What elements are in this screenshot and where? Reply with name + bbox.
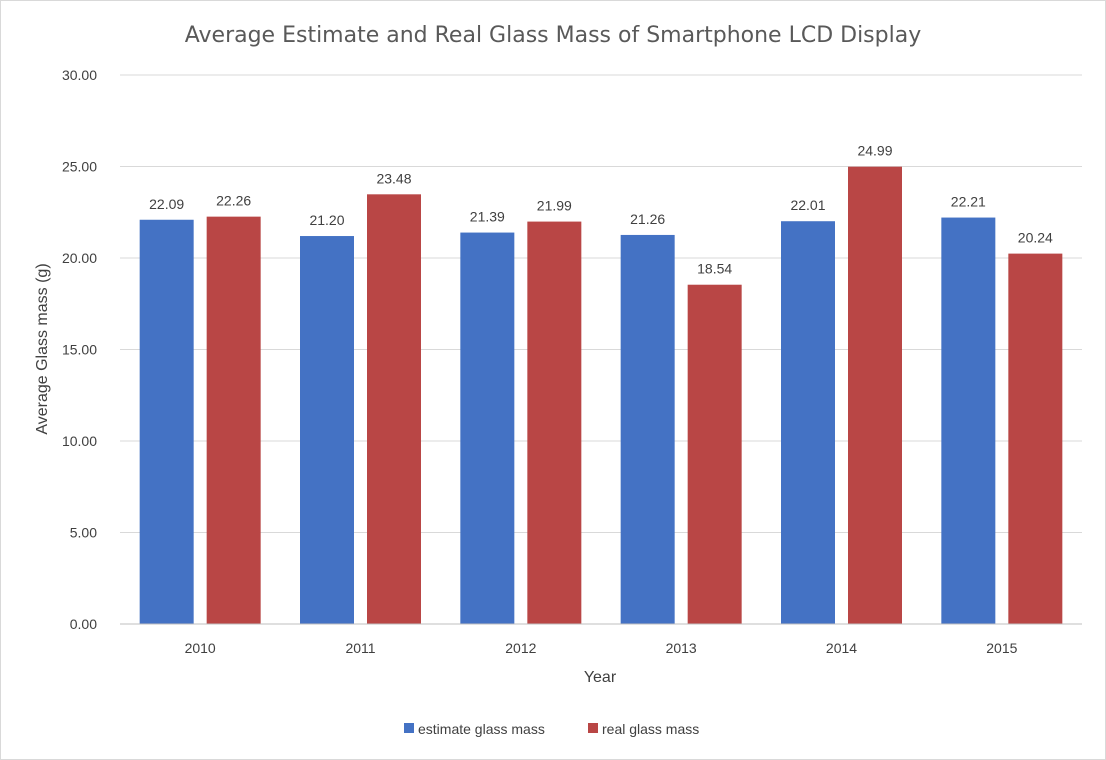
y-tick-label: 10.00 bbox=[62, 433, 97, 449]
legend: estimate glass mass real glass mass bbox=[404, 721, 699, 737]
data-label: 18.54 bbox=[697, 261, 732, 277]
data-label: 21.26 bbox=[630, 211, 665, 227]
bar-real-2012 bbox=[527, 221, 582, 624]
gridlines bbox=[120, 74, 1082, 533]
data-label: 20.24 bbox=[1018, 230, 1053, 246]
chart-title: Average Estimate and Real Glass Mass of … bbox=[185, 23, 921, 48]
bar-estimate-2011 bbox=[300, 236, 354, 625]
y-tick-label: 30.00 bbox=[62, 67, 97, 83]
x-axis-ticks: 2010 2011 2012 2013 2014 2015 bbox=[185, 640, 1018, 656]
bars bbox=[139, 166, 1063, 625]
y-tick-label: 25.00 bbox=[62, 159, 97, 175]
x-tick-label: 2011 bbox=[345, 640, 375, 656]
data-label: 23.48 bbox=[376, 170, 411, 186]
legend-label: estimate glass mass bbox=[418, 721, 545, 737]
x-tick-label: 2012 bbox=[505, 640, 536, 656]
bar-estimate-2014 bbox=[781, 221, 835, 625]
legend-swatch bbox=[588, 723, 598, 733]
bar-real-2010 bbox=[206, 216, 261, 624]
x-axis-label: Year bbox=[584, 669, 617, 686]
bar-real-2011 bbox=[367, 194, 421, 625]
x-tick-label: 2014 bbox=[826, 640, 857, 656]
bar-real-2013 bbox=[687, 284, 742, 624]
legend-swatch bbox=[404, 723, 414, 733]
data-label: 22.26 bbox=[216, 193, 251, 209]
data-label: 21.99 bbox=[537, 198, 572, 214]
data-label: 22.01 bbox=[790, 197, 825, 213]
y-axis-label: Average Glass mass (g) bbox=[34, 263, 51, 434]
data-labels: 22.09 22.26 21.20 23.48 21.39 21.99 21.26 18.54… bbox=[149, 143, 1053, 277]
bar-estimate-2010 bbox=[139, 219, 194, 625]
y-tick-label: 5.00 bbox=[70, 525, 97, 541]
bar-estimate-2015 bbox=[941, 217, 996, 624]
bar-estimate-2012 bbox=[460, 232, 515, 625]
data-label: 24.99 bbox=[857, 143, 892, 159]
data-label: 21.39 bbox=[470, 209, 505, 225]
data-label: 21.20 bbox=[309, 212, 344, 228]
x-tick-label: 2013 bbox=[666, 640, 697, 656]
y-tick-label: 20.00 bbox=[62, 250, 97, 266]
y-axis-ticks: 0.00 5.00 10.00 15.00 20.00 25.00 30.00 bbox=[62, 67, 97, 632]
y-tick-label: 15.00 bbox=[62, 342, 97, 358]
data-label: 22.21 bbox=[951, 194, 986, 210]
bar-real-2015 bbox=[1008, 253, 1063, 624]
data-label: 22.09 bbox=[149, 196, 184, 212]
x-tick-label: 2010 bbox=[185, 640, 216, 656]
bar-estimate-2013 bbox=[620, 234, 675, 624]
y-tick-label: 0.00 bbox=[70, 616, 97, 632]
legend-label: real glass mass bbox=[602, 721, 699, 737]
x-tick-label: 2015 bbox=[986, 640, 1017, 656]
bar-real-2014 bbox=[848, 166, 902, 625]
